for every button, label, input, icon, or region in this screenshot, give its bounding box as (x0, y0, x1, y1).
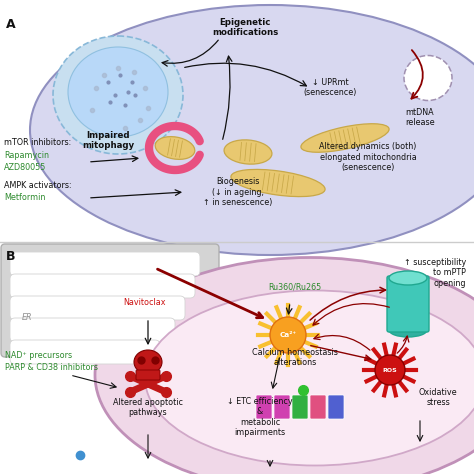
Text: Navitoclax: Navitoclax (124, 298, 166, 307)
Text: Rapamycin: Rapamycin (4, 151, 49, 160)
Text: PARP & CD38 inhibitors: PARP & CD38 inhibitors (5, 363, 98, 372)
FancyBboxPatch shape (328, 395, 344, 419)
Text: ER: ER (22, 313, 33, 322)
FancyBboxPatch shape (1, 244, 219, 357)
Text: Altered apoptotic
pathways: Altered apoptotic pathways (113, 398, 183, 417)
Ellipse shape (389, 271, 427, 285)
Text: mtDNA
release: mtDNA release (405, 108, 435, 128)
Ellipse shape (224, 140, 272, 164)
Text: Calcium homeostasis
alterations: Calcium homeostasis alterations (252, 347, 338, 367)
FancyBboxPatch shape (256, 395, 272, 419)
FancyBboxPatch shape (10, 296, 185, 320)
Ellipse shape (404, 55, 452, 100)
Text: Ru360/Ru265: Ru360/Ru265 (268, 283, 322, 292)
Text: ROS: ROS (383, 367, 397, 373)
Text: Epigenetic
modifications: Epigenetic modifications (212, 18, 278, 37)
Text: ↓ ETC efficiency
&
metabolic
impairments: ↓ ETC efficiency & metabolic impairments (227, 397, 293, 437)
Text: mTOR inhibitors:: mTOR inhibitors: (4, 138, 71, 147)
Text: Oxidative
stress: Oxidative stress (419, 388, 457, 407)
Ellipse shape (301, 124, 389, 152)
Text: Biogenesis
(↓ in ageing,
↑ in senescence): Biogenesis (↓ in ageing, ↑ in senescence… (203, 177, 273, 207)
FancyBboxPatch shape (10, 318, 175, 342)
Ellipse shape (95, 257, 474, 474)
FancyBboxPatch shape (10, 252, 200, 276)
Text: AZD80055: AZD80055 (4, 163, 46, 172)
Ellipse shape (30, 5, 474, 255)
FancyBboxPatch shape (387, 276, 429, 332)
Text: Impaired
mitophagy: Impaired mitophagy (82, 131, 134, 150)
Ellipse shape (389, 323, 427, 337)
Ellipse shape (53, 36, 183, 154)
Circle shape (270, 317, 306, 353)
Text: AMPK activators:: AMPK activators: (4, 181, 72, 190)
Text: A: A (6, 18, 16, 31)
Ellipse shape (134, 350, 162, 374)
FancyBboxPatch shape (10, 340, 160, 364)
Text: Ca²⁺: Ca²⁺ (280, 332, 297, 338)
FancyBboxPatch shape (310, 395, 326, 419)
Text: ↑ susceptibility
to mPTP
opening: ↑ susceptibility to mPTP opening (404, 258, 466, 288)
Text: Altered dynamics (both)
elongated mitochondria
(senescence): Altered dynamics (both) elongated mitoch… (319, 142, 417, 172)
Circle shape (375, 355, 405, 385)
Ellipse shape (68, 47, 168, 137)
Text: Metformin: Metformin (4, 193, 46, 202)
FancyBboxPatch shape (10, 274, 195, 298)
Text: NAD⁺ precursors: NAD⁺ precursors (5, 351, 72, 360)
Ellipse shape (231, 169, 325, 197)
Text: B: B (6, 250, 16, 263)
FancyBboxPatch shape (274, 395, 290, 419)
Ellipse shape (155, 137, 195, 159)
FancyBboxPatch shape (292, 395, 308, 419)
Text: ↓ UPRmt
(senescence): ↓ UPRmt (senescence) (303, 78, 357, 97)
FancyBboxPatch shape (136, 370, 160, 380)
Ellipse shape (145, 291, 474, 465)
